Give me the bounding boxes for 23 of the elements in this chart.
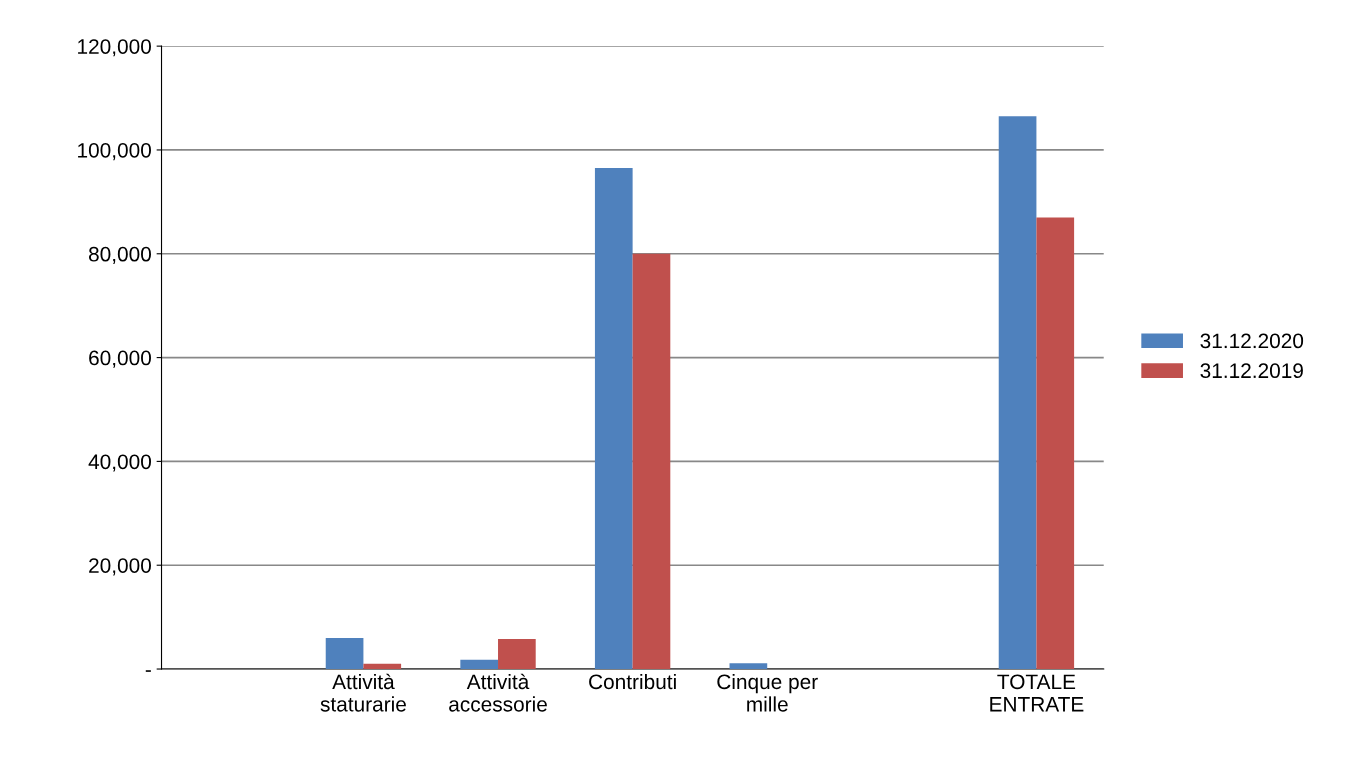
bar	[729, 663, 768, 670]
x-tick-label: Cinque per mille	[717, 673, 818, 712]
y-tick-label: 20,000	[89, 558, 151, 576]
bar	[325, 637, 364, 670]
y-tick-label: 40,000	[88, 454, 151, 472]
bar	[460, 659, 499, 670]
legend-label: 31.12.2019	[1200, 363, 1303, 379]
bar	[594, 168, 633, 670]
bar	[632, 253, 671, 670]
x-tick-label: Attività staturarie	[320, 673, 406, 712]
bar	[363, 663, 402, 670]
y-tick-label: 60,000	[89, 350, 151, 368]
y-tick-label: 100,000	[78, 142, 151, 161]
legend-label: 31.12.2020	[1200, 333, 1304, 349]
x-tick-label: TOTALE ENTRATE	[990, 674, 1084, 712]
bar	[1036, 217, 1075, 670]
y-tick-label: -	[145, 670, 151, 672]
y-tick-label: 80,000	[88, 246, 151, 264]
x-tick-label: Contributi	[589, 673, 676, 690]
y-tick-label: 120,000	[78, 39, 151, 57]
x-tick-label: Attività accessorie	[449, 673, 547, 712]
bar	[998, 116, 1037, 670]
bar	[498, 638, 536, 670]
